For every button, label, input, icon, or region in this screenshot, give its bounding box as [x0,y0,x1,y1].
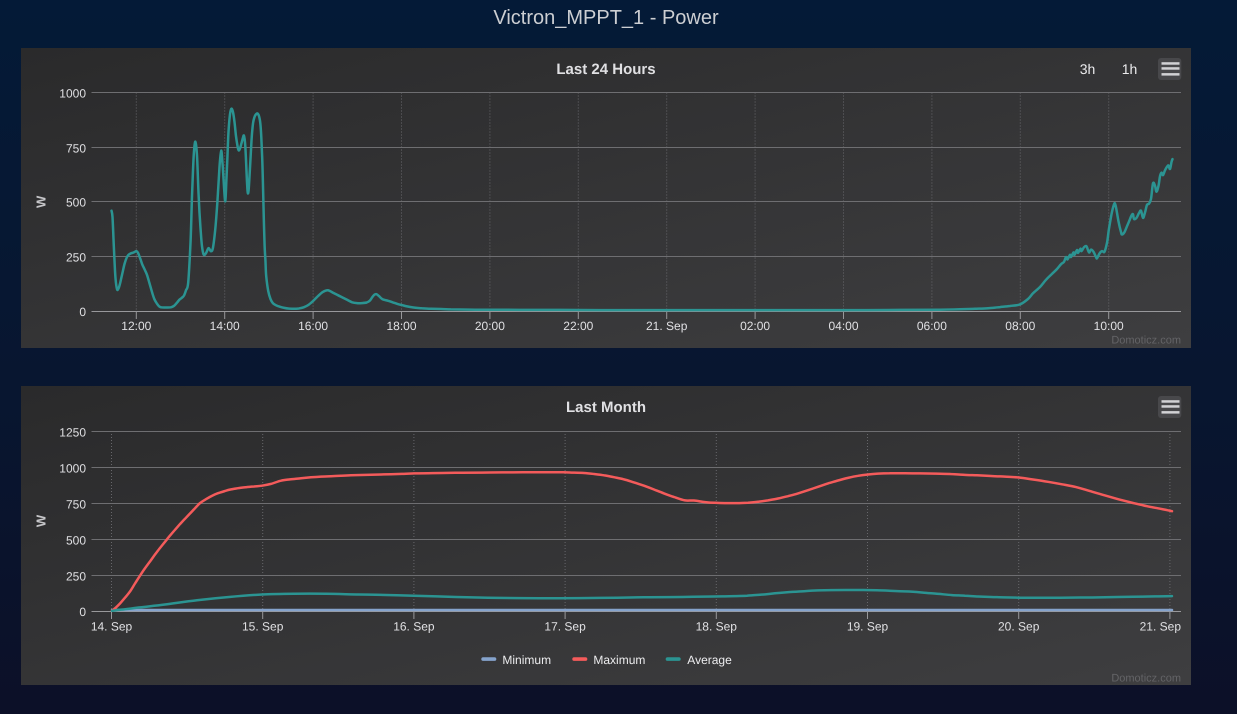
svg-text:18. Sep: 18. Sep [696,619,738,633]
svg-text:1000: 1000 [59,462,86,476]
svg-text:0: 0 [79,605,86,619]
svg-text:15. Sep: 15. Sep [242,619,284,633]
svg-text:W: W [34,195,49,208]
svg-text:10:00: 10:00 [1094,319,1124,333]
svg-text:20. Sep: 20. Sep [998,619,1040,633]
svg-text:0: 0 [79,305,86,319]
svg-text:Domoticz.com: Domoticz.com [1111,335,1181,347]
svg-text:Domoticz.com: Domoticz.com [1111,673,1181,685]
svg-text:04:00: 04:00 [828,319,858,333]
svg-text:500: 500 [66,534,86,548]
svg-text:06:00: 06:00 [917,319,947,333]
svg-text:Last Month: Last Month [566,399,646,416]
svg-text:250: 250 [66,570,86,584]
svg-text:Average: Average [687,653,732,667]
svg-text:1h: 1h [1122,61,1138,77]
svg-text:Minimum: Minimum [502,653,551,667]
svg-text:02:00: 02:00 [740,319,770,333]
svg-text:1250: 1250 [59,426,86,440]
svg-text:500: 500 [66,196,86,210]
svg-text:14. Sep: 14. Sep [91,619,133,633]
svg-text:16. Sep: 16. Sep [393,619,435,633]
svg-text:3h: 3h [1080,61,1096,77]
svg-text:16:00: 16:00 [298,319,328,333]
svg-text:21. Sep: 21. Sep [1140,619,1182,633]
svg-text:14:00: 14:00 [210,319,240,333]
svg-text:22:00: 22:00 [563,319,593,333]
svg-text:20:00: 20:00 [475,319,505,333]
svg-text:Maximum: Maximum [593,653,645,667]
svg-text:08:00: 08:00 [1005,319,1035,333]
svg-text:21. Sep: 21. Sep [646,319,688,333]
svg-text:Last 24 Hours: Last 24 Hours [556,61,655,78]
svg-text:17. Sep: 17. Sep [544,619,586,633]
svg-text:12:00: 12:00 [121,319,151,333]
svg-text:W: W [34,514,49,527]
svg-text:1000: 1000 [59,87,86,101]
svg-text:750: 750 [66,498,86,512]
svg-text:750: 750 [66,142,86,156]
svg-text:18:00: 18:00 [386,319,416,333]
svg-text:19. Sep: 19. Sep [847,619,889,633]
svg-text:250: 250 [66,251,86,265]
